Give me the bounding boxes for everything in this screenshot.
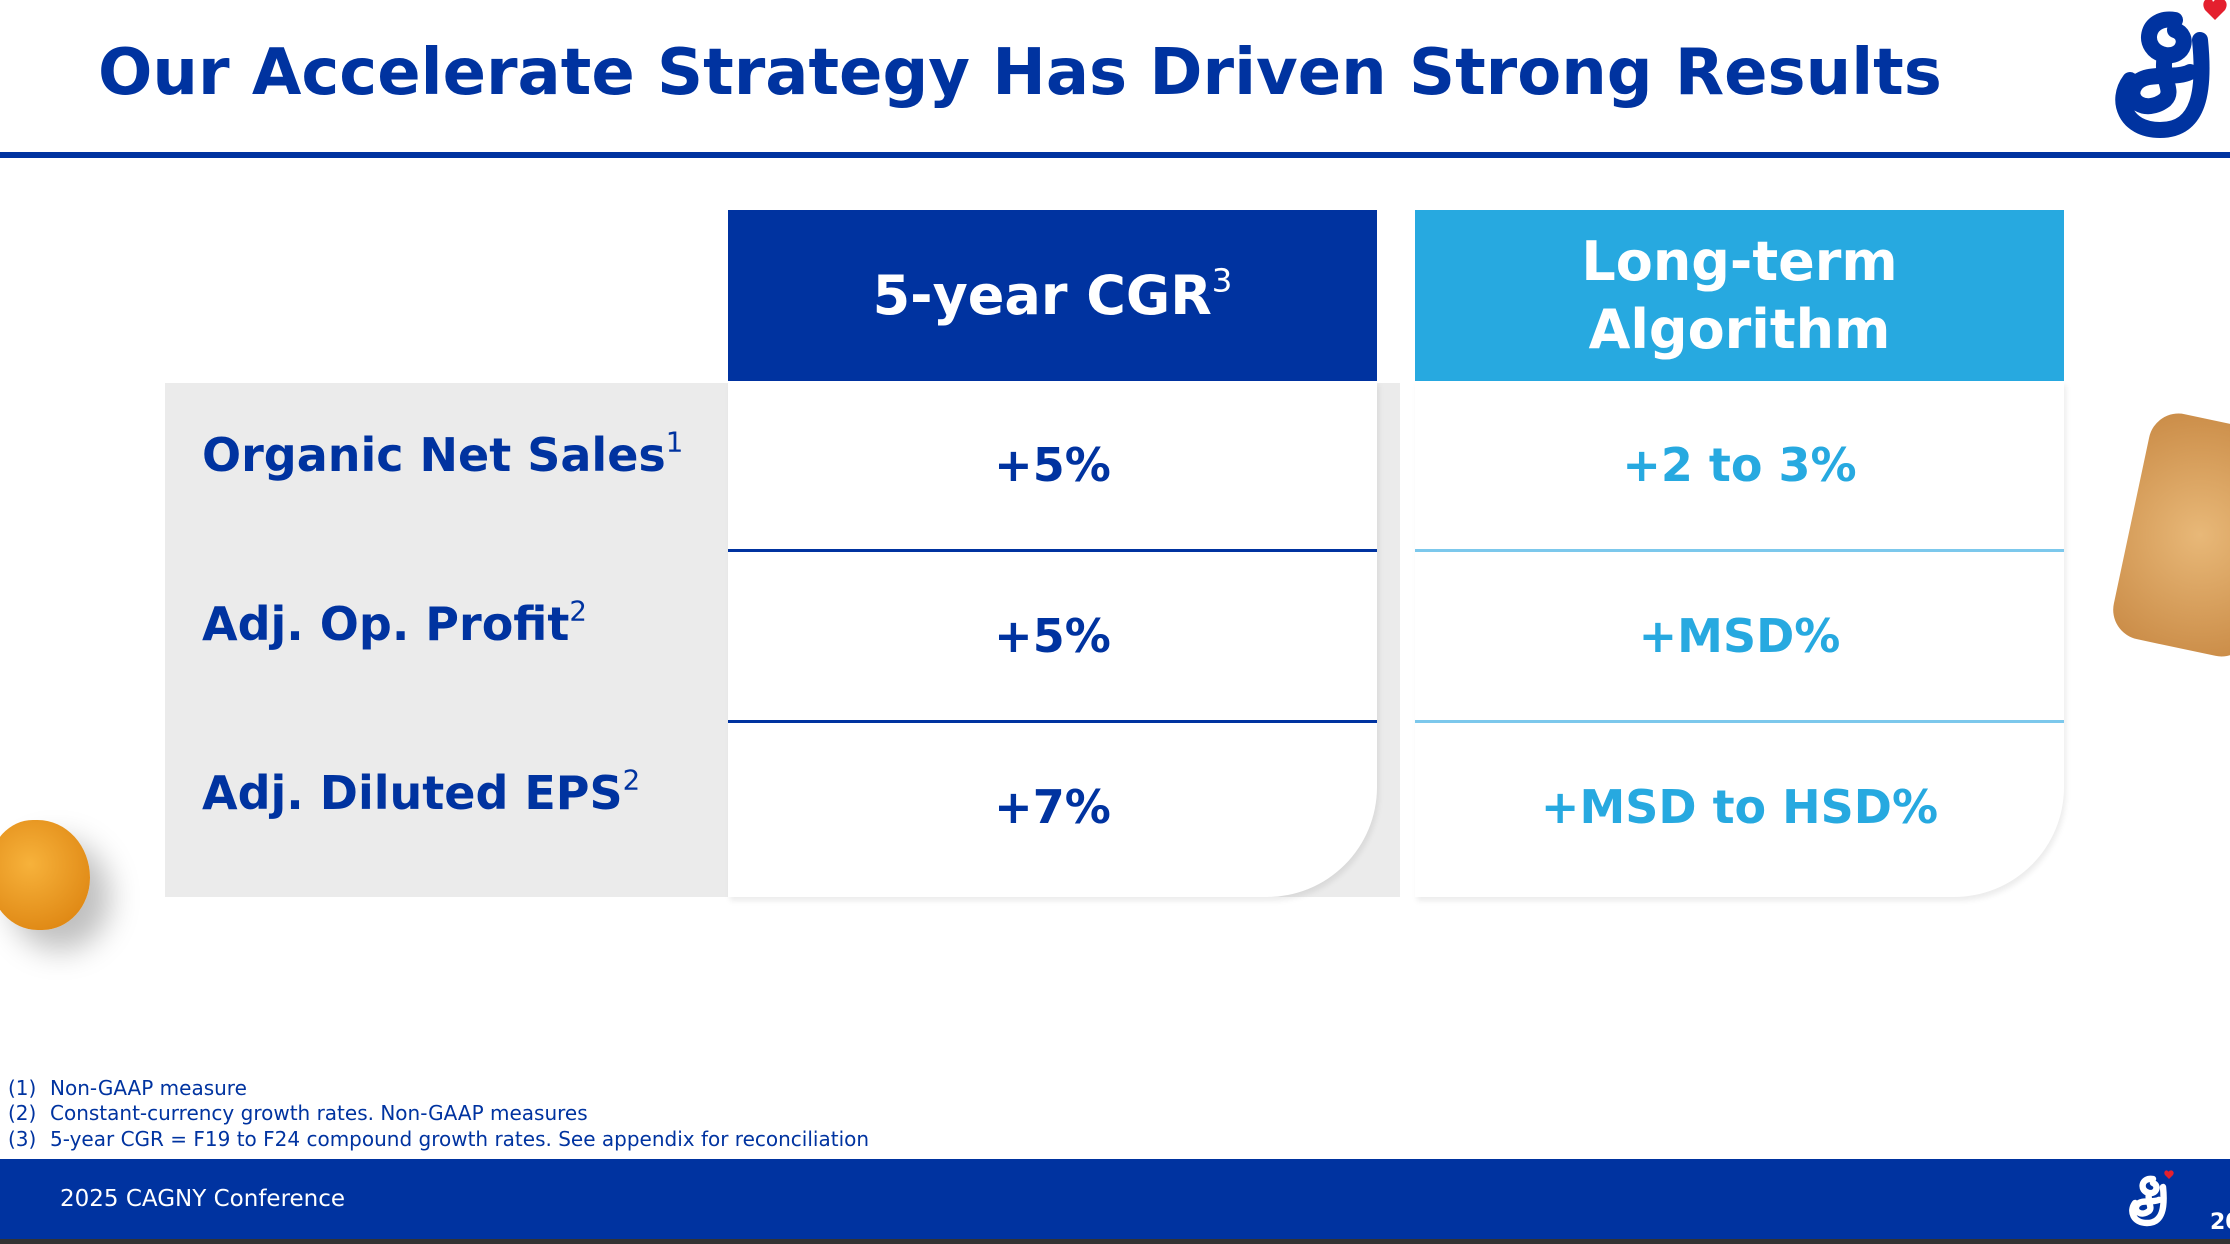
cell-algorithm-organic-net-sales: +2 to 3% <box>1622 438 1857 492</box>
row-label-organic-net-sales: Organic Net Sales1 <box>202 425 684 482</box>
cell-cgr-adj-op-profit: +5% <box>728 549 1377 720</box>
cereal-piece-image <box>0 820 90 930</box>
footnote-3: (3) 5-year CGR = F19 to F24 compound grow… <box>8 1127 870 1151</box>
page-number: 20 <box>2210 1210 2230 1235</box>
footer-strip <box>0 1239 2230 1244</box>
granola-bar-image <box>2107 407 2230 663</box>
cell-cgr-organic-net-sales: +5% <box>994 438 1111 492</box>
column-long-term-algorithm: Long-term Algorithm +2 to 3% +MSD% +MSD … <box>1415 210 2064 897</box>
row-label-adj-diluted-eps: Adj. Diluted EPS2 <box>202 763 641 820</box>
column-5-year-cgr: 5-year CGR3 +5% +5% +7% <box>728 210 1377 897</box>
row-label-adj-op-profit: Adj. Op. Profit2 <box>202 594 587 651</box>
footnote-2: (2) Constant-currency growth rates. Non-G… <box>8 1101 588 1125</box>
cell-algorithm-adj-diluted-eps: +MSD to HSD% <box>1415 720 2064 891</box>
footnote-1: (1) Non-GAAP measure <box>8 1076 247 1100</box>
column-header-5-year-cgr: 5-year CGR3 <box>728 210 1377 381</box>
header-divider <box>0 152 2230 158</box>
column-header-long-term-algorithm: Long-term Algorithm <box>1415 210 2064 381</box>
general-mills-logo-icon <box>2115 0 2227 139</box>
slide-title: Our Accelerate Strategy Has Driven Stron… <box>98 36 1942 110</box>
footer-logo-icon <box>2129 1170 2174 1227</box>
cell-algorithm-adj-op-profit: +MSD% <box>1415 549 2064 720</box>
footer-bar <box>0 1159 2230 1239</box>
footer-conference-text: 2025 CAGNY Conference <box>60 1186 346 1212</box>
cell-cgr-adj-diluted-eps: +7% <box>728 720 1377 891</box>
